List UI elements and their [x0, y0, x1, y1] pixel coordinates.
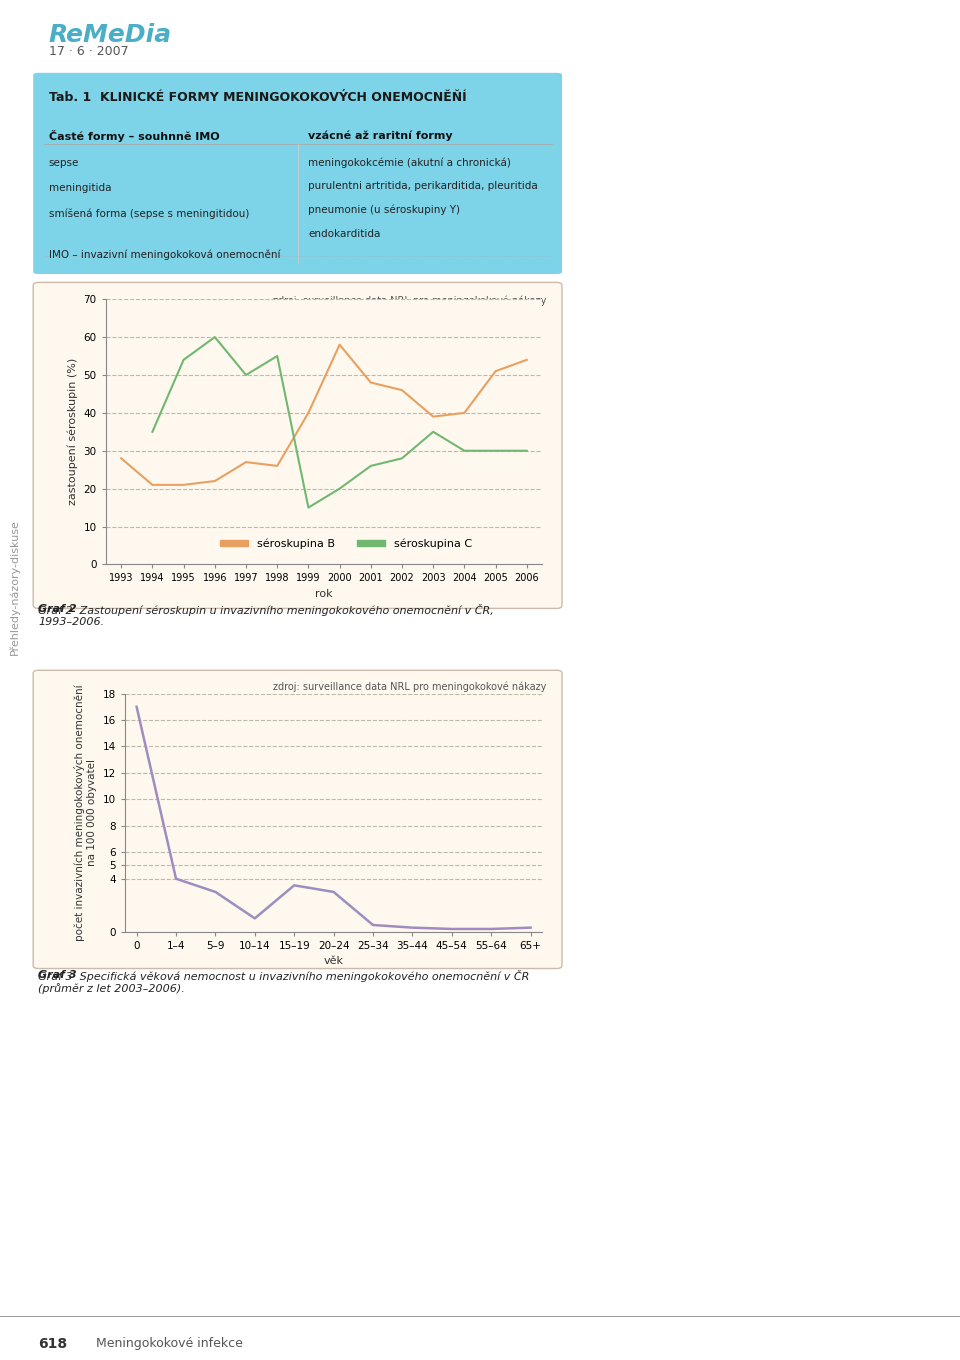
- Text: meningokokcémie (akutní a chronická): meningokokcémie (akutní a chronická): [308, 158, 511, 169]
- Text: Přehledy-názory-diskuse: Přehledy-názory-diskuse: [10, 520, 19, 656]
- Text: zdroj: surveillance data NRL pro meningokokové nákazy: zdroj: surveillance data NRL pro meningo…: [273, 681, 546, 692]
- Text: smíšená forma (sepse s meningitidou): smíšená forma (sepse s meningitidou): [49, 209, 250, 219]
- Text: Graf 3  Specifická věková nemocnost u invazivního meningokokového onemocnění v Č: Graf 3 Specifická věková nemocnost u inv…: [38, 970, 530, 994]
- Text: Meningokokové infekce: Meningokokové infekce: [96, 1337, 243, 1350]
- Text: pneumonie (u séroskupiny Y): pneumonie (u séroskupiny Y): [308, 205, 460, 215]
- Text: Graf 2  Zastoupení séroskupin u invazivního meningokokového onemocnění v ČR,
199: Graf 2 Zastoupení séroskupin u invazivní…: [38, 604, 494, 627]
- Text: IMO – invazivní meningokoková onemocnění: IMO – invazivní meningokoková onemocnění: [49, 250, 280, 260]
- Text: vzácné až raritní formy: vzácné až raritní formy: [308, 131, 452, 140]
- Text: Časté formy – souhnně IMO: Časté formy – souhnně IMO: [49, 131, 220, 141]
- Text: 618: 618: [38, 1337, 67, 1350]
- Text: 17 · 6 · 2007: 17 · 6 · 2007: [49, 45, 129, 58]
- FancyBboxPatch shape: [34, 73, 562, 273]
- FancyBboxPatch shape: [34, 670, 562, 968]
- X-axis label: věk: věk: [324, 956, 344, 966]
- Text: Tab. 1  KLINICKÉ FORMY MENINGOKOKOVÝCH ONEMOCNĚŇÍ: Tab. 1 KLINICKÉ FORMY MENINGOKOKOVÝCH ON…: [49, 91, 467, 103]
- Y-axis label: počet invazivních meningokokových onemocnění
na 100 000 obyvatel: počet invazivních meningokokových onemoc…: [74, 684, 97, 941]
- Text: sepse: sepse: [49, 158, 79, 167]
- Text: zdroj: surveillance data NRL pro meningokokové nákazy: zdroj: surveillance data NRL pro meningo…: [273, 295, 546, 306]
- Text: purulentni artritida, perikarditida, pleuritida: purulentni artritida, perikarditida, ple…: [308, 181, 538, 192]
- Text: endokarditida: endokarditida: [308, 228, 380, 238]
- Y-axis label: zastoupení séroskupin (%): zastoupení séroskupin (%): [67, 358, 78, 506]
- Text: ReMeDia: ReMeDia: [49, 23, 172, 48]
- Text: Graf 2: Graf 2: [38, 604, 77, 613]
- X-axis label: rok: rok: [315, 589, 333, 598]
- Legend: séroskupina B, séroskupina C: séroskupina B, séroskupina C: [216, 534, 476, 554]
- Text: Graf 3: Graf 3: [38, 970, 77, 979]
- Text: meningitida: meningitida: [49, 184, 111, 193]
- FancyBboxPatch shape: [34, 283, 562, 608]
